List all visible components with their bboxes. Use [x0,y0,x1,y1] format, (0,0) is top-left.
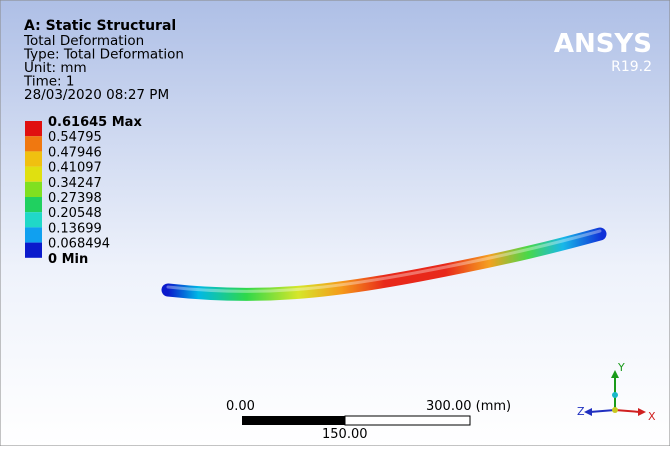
viewport: A: Static Structural Total DeformationTy… [0,0,670,446]
legend-swatch [25,121,42,136]
version: R19.2 [611,59,652,75]
scale-bar-dark [242,416,345,425]
scale-mid: 150.00 [322,427,368,442]
legend-label: 0.34247 [48,176,102,191]
legend-swatch [25,243,42,258]
legend-swatch [25,167,42,182]
scale-end: 300.00 (mm) [426,399,511,414]
legend-label: 0.54795 [48,130,102,145]
legend-swatch [25,136,42,151]
legend-label: 0.068494 [48,237,110,252]
axis-z: Z [577,405,585,418]
legend-label: 0 Min [48,252,88,267]
legend-label: 0.20548 [48,206,102,221]
axis-y: Y [617,361,625,374]
legend-swatch [25,151,42,166]
legend-swatch [25,227,42,242]
title: A: Static Structural [24,18,176,34]
axis-x: X [648,410,656,423]
legend-label: 0.27398 [48,191,102,206]
legend-label: 0.13699 [48,221,102,236]
header-line: 28/03/2020 08:27 PM [24,87,169,103]
scale-bar-light [345,416,470,425]
legend-swatch [25,197,42,212]
logo: ANSYS [554,29,652,59]
legend-swatch [25,212,42,227]
scale-start: 0.00 [226,399,255,414]
legend-label: 0.41097 [48,161,102,176]
legend-swatch [25,182,42,197]
legend-label: 0.61645 Max [48,115,142,130]
legend-label: 0.47946 [48,145,102,160]
